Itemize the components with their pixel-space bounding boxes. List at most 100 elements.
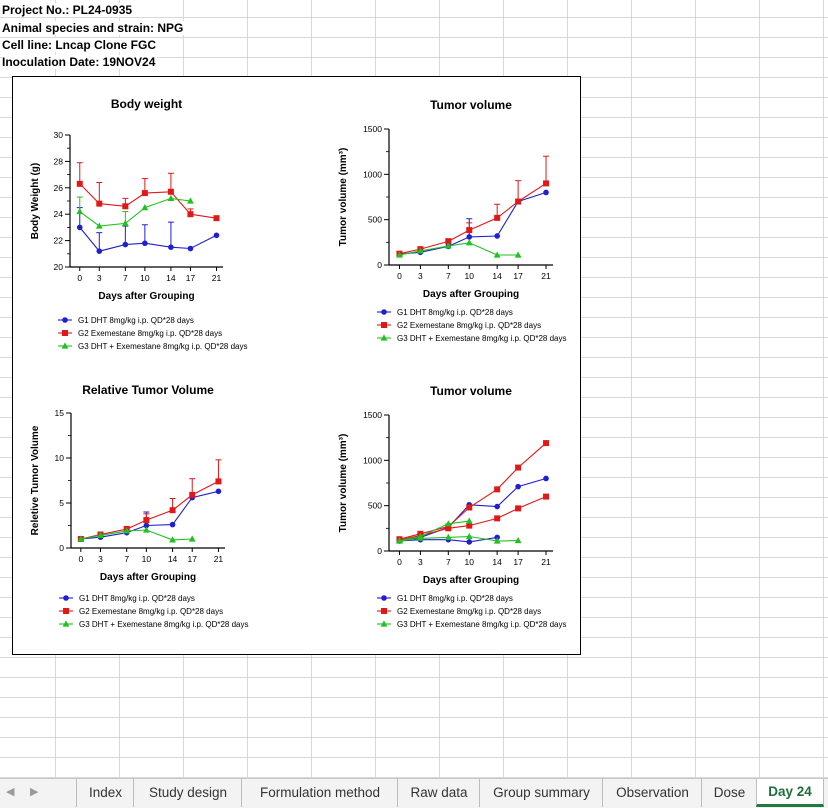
x-tick-label: 17 (513, 271, 523, 281)
legend-label: G1 DHT 8mg/kg i.p. QD*28 days (397, 308, 513, 317)
series-line (79, 227, 217, 252)
series-line (80, 529, 193, 541)
data-point (187, 245, 194, 252)
x-tick-label: 0 (78, 554, 83, 564)
data-point (169, 521, 176, 528)
y-axis-label: Tumor volume (mm³) (338, 434, 349, 533)
scroll-right-arrow-icon[interactable]: ▶ (30, 786, 39, 798)
y-tick-label: 1000 (363, 169, 382, 179)
data-point (494, 214, 501, 221)
legend-marker (380, 620, 388, 627)
data-series (396, 239, 522, 258)
data-point (141, 190, 148, 197)
data-point (96, 200, 103, 207)
chart-title: Tumor volume (430, 384, 512, 398)
x-tick-label: 21 (541, 557, 551, 567)
y-tick-label: 500 (368, 215, 382, 225)
data-point (142, 526, 150, 533)
legend-label: G2 Exemestane 8mg/kg i.p. QD*28 days (78, 329, 222, 338)
x-axis-label: Days after Grouping (423, 289, 519, 300)
x-tick-label: 10 (465, 271, 475, 281)
data-series (76, 162, 220, 222)
data-point (494, 233, 500, 239)
legend-marker (62, 317, 68, 323)
x-tick-label: 3 (418, 271, 423, 281)
y-axis-label: Reletive Tumor Volume (30, 425, 41, 535)
x-tick-label: 7 (446, 271, 451, 281)
tab-index[interactable]: Index (76, 779, 134, 807)
x-axis-label: Days after Grouping (100, 572, 196, 583)
tab-day-24[interactable]: Day 24 (756, 779, 824, 807)
legend-marker (61, 342, 69, 349)
data-point (76, 224, 83, 231)
data-point (396, 251, 403, 258)
tab-formulation-method[interactable]: Formulation method (241, 779, 398, 807)
data-point (466, 539, 473, 545)
legend-label: G1 DHT 8mg/kg i.p. QD*28 days (78, 316, 194, 325)
data-point (168, 244, 174, 250)
tab-group-summary[interactable]: Group summary (479, 779, 603, 807)
data-point (213, 232, 220, 239)
legend-marker (380, 334, 388, 341)
data-point (187, 211, 194, 218)
scroll-left-arrow-icon[interactable]: ◀ (6, 786, 15, 798)
y-tick-label: 20 (54, 262, 64, 272)
chart-title: Relative Tumor Volume (82, 383, 214, 397)
data-point (494, 486, 501, 493)
data-point (514, 536, 522, 544)
x-tick-label: 14 (492, 271, 502, 281)
data-series (396, 155, 550, 257)
tab-raw-data[interactable]: Raw data (397, 779, 480, 807)
x-tick-label: 3 (97, 273, 102, 283)
chart-panel-3: Relative Tumor Volume 0 5 10 15 0 3 7 10 14 17 21 Da… (30, 383, 248, 629)
data-point (493, 537, 501, 544)
chart-panel-1: Body weight 20 22 24 26 28 30 0 3 7 10 14 17 21 Days a… (30, 97, 247, 351)
cell-line-cell[interactable]: Cell line: Lncap Clone FGC (2, 38, 159, 52)
data-series (77, 526, 196, 543)
x-tick-label: 3 (98, 554, 103, 564)
data-point (396, 537, 403, 544)
chart-object[interactable]: Body weight 20 22 24 26 28 30 0 3 7 10 14 17 21 Days a… (12, 76, 581, 655)
data-point (169, 507, 176, 514)
legend-label: G2 Exemestane 8mg/kg i.p. QD*28 days (397, 607, 541, 616)
data-point (515, 464, 522, 471)
legend-marker (381, 322, 387, 328)
data-point (76, 180, 83, 187)
data-point (445, 238, 452, 245)
data-point (515, 483, 521, 490)
legend-label: G1 DHT 8mg/kg i.p. QD*28 days (397, 594, 513, 603)
y-tick-label: 1500 (363, 410, 382, 420)
data-point (543, 493, 550, 500)
data-point (543, 440, 550, 447)
inoculation-date-cell[interactable]: Inoculation Date: 19NOV24 (2, 55, 158, 69)
animal-strain-cell[interactable]: Animal species and strain: NPG (2, 21, 186, 35)
legend-label: G2 Exemestane 8mg/kg i.p. QD*28 days (79, 607, 223, 616)
data-point (141, 204, 149, 211)
legend-marker (62, 620, 70, 627)
legend-label: G3 DHT + Exemestane 8mg/kg i.p. QD*28 da… (78, 342, 247, 351)
legend-label: G3 DHT + Exemestane 8mg/kg i.p. QD*28 da… (79, 620, 248, 629)
x-tick-label: 14 (166, 273, 176, 283)
x-tick-label: 10 (140, 273, 150, 283)
data-series (76, 207, 220, 254)
data-point (187, 197, 194, 204)
x-tick-label: 0 (397, 557, 402, 567)
data-series (396, 532, 522, 544)
data-point (543, 475, 549, 482)
tab-dose[interactable]: Dose (701, 779, 757, 807)
y-tick-label: 28 (54, 156, 64, 166)
x-tick-label: 14 (168, 554, 178, 564)
tab-observation[interactable]: Observation (602, 779, 702, 807)
x-tick-label: 17 (187, 554, 197, 564)
data-point (543, 180, 550, 187)
data-point (121, 219, 129, 227)
data-point (188, 535, 196, 542)
y-tick-label: 5 (59, 498, 64, 508)
y-tick-label: 10 (55, 453, 65, 463)
tab-study-design[interactable]: Study design (133, 779, 242, 807)
data-point (515, 198, 522, 205)
y-tick-label: 0 (377, 546, 382, 556)
x-tick-label: 17 (513, 557, 523, 567)
project-number-cell[interactable]: Project No.: PL24-0935 (2, 3, 135, 17)
data-point (465, 532, 473, 540)
